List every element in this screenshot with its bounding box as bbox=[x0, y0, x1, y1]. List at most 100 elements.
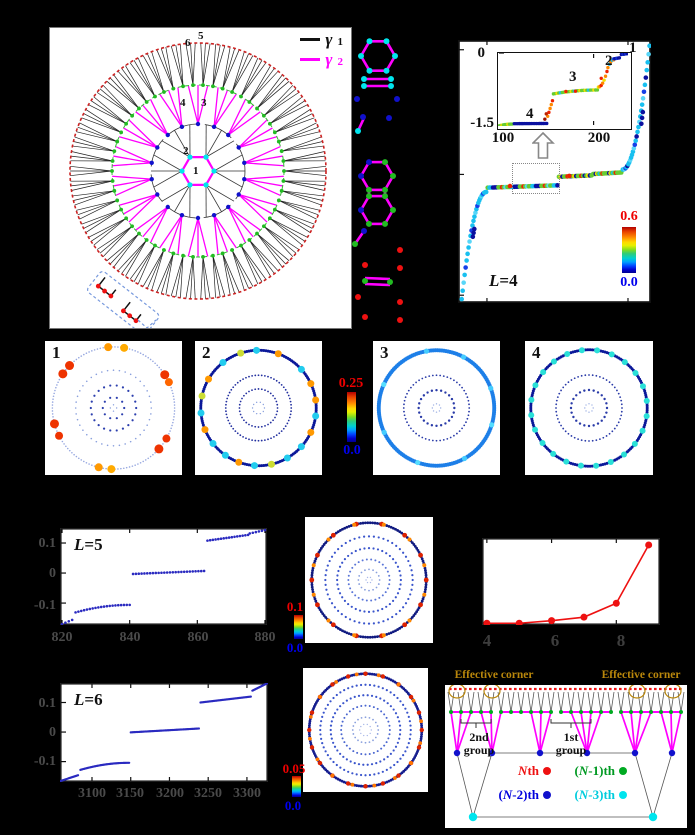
state-map-3-plot bbox=[376, 348, 497, 468]
inset-ytick-min: -1.5 bbox=[470, 115, 494, 131]
g-ytick-01: 0.1 bbox=[38, 696, 57, 711]
plateau-label-2: 2 bbox=[605, 53, 613, 69]
legend-N2th-dot bbox=[543, 790, 551, 799]
legend-Nth-dot bbox=[543, 766, 551, 775]
plateau-label-3: 3 bbox=[569, 69, 577, 85]
spectrum-inset bbox=[497, 52, 632, 130]
density-map-L6-plot bbox=[307, 671, 424, 789]
boundary-motifs bbox=[352, 38, 403, 323]
legend-N3th: (N-3)th bbox=[557, 788, 627, 801]
f-xtick-4: 4 bbox=[482, 631, 492, 650]
colorbar-e-min: 0.0 bbox=[286, 640, 304, 655]
legend-N3th-dot bbox=[619, 790, 627, 799]
stair-plot-L6 bbox=[60, 683, 268, 782]
density-map-L5-plot bbox=[309, 521, 429, 639]
group-2nd-label: 2nd group bbox=[457, 730, 501, 758]
group-1st-label: 1st group bbox=[547, 730, 595, 758]
effective-corner-label-right: Effective corner bbox=[601, 669, 681, 681]
state-map-4-label: 4 bbox=[532, 343, 541, 362]
ring-label-3: 3 bbox=[201, 97, 207, 109]
legend-N3th-text: (N-3)th bbox=[574, 787, 615, 802]
corner-schematic-drawing bbox=[447, 685, 685, 822]
d-xtick-840: 840 bbox=[119, 630, 141, 645]
legend-gamma2: γ 2 bbox=[300, 50, 343, 69]
zoom-region-box bbox=[512, 163, 560, 194]
f-xtick-6: 6 bbox=[550, 631, 560, 650]
legend-gamma1: γ 1 bbox=[300, 30, 343, 49]
legend-N2th: (N-2)th bbox=[475, 788, 551, 801]
state-map-3-label: 3 bbox=[380, 343, 389, 362]
ring-label-1: 1 bbox=[193, 165, 199, 177]
inset-xtick-100: 100 bbox=[491, 130, 515, 146]
corner-schematic: 2nd group 1st group Nth (N-1)th (N-2)th … bbox=[445, 685, 687, 828]
inset-ytick-0: 0 bbox=[477, 45, 486, 61]
state-map-1-label: 1 bbox=[52, 343, 61, 362]
ring-label-6: 6 bbox=[185, 37, 191, 49]
g-xtick-3300: 3300 bbox=[233, 786, 261, 801]
legend-Nth: Nth bbox=[495, 764, 551, 777]
f-xtick-8: 8 bbox=[616, 631, 626, 650]
state-map-1-plot bbox=[49, 343, 176, 474]
density-map-L6 bbox=[303, 668, 428, 792]
inset-xtick-200: 200 bbox=[587, 130, 611, 146]
plateau-label-4: 4 bbox=[526, 106, 534, 122]
group-1st-line2: group bbox=[555, 743, 587, 758]
g-xtick-3150: 3150 bbox=[116, 786, 144, 801]
legend-N1th: (N-1)th bbox=[557, 764, 627, 777]
state-map-2-label: 2 bbox=[202, 343, 211, 362]
size-label-L5: L=5 bbox=[74, 536, 103, 553]
colorbar-e-max: 0.1 bbox=[286, 599, 304, 614]
L5-value: =5 bbox=[84, 535, 103, 554]
ring-label-4: 4 bbox=[180, 97, 186, 109]
group-2nd-line2: group bbox=[463, 743, 495, 758]
ring-label-5: 5 bbox=[198, 30, 204, 42]
L4-italic: L bbox=[489, 271, 500, 290]
legend-N1th-dot bbox=[619, 766, 627, 775]
colorbar-h-max: 0.05 bbox=[282, 761, 306, 776]
g-xtick-3200: 3200 bbox=[156, 786, 184, 801]
state-map-4-plot bbox=[528, 347, 650, 469]
g-xtick-3250: 3250 bbox=[194, 786, 222, 801]
stair-plot-L5 bbox=[60, 528, 267, 625]
effective-corner-label-left: Effective corner bbox=[454, 669, 534, 681]
lattice-graph bbox=[69, 42, 327, 328]
L4-value: =4 bbox=[499, 271, 518, 290]
colorbar-c-max: 0.25 bbox=[338, 376, 364, 391]
colorbar-h-min: 0.0 bbox=[284, 798, 302, 813]
size-label-L4: L=4 bbox=[489, 272, 518, 289]
L6-value: =6 bbox=[84, 690, 103, 709]
size-label-L6: L=6 bbox=[74, 691, 103, 708]
gap-scaling-plot bbox=[482, 538, 660, 625]
g-ytick-0: 0 bbox=[49, 725, 56, 740]
state-map-2: 2 bbox=[195, 341, 322, 475]
colorbar-e bbox=[294, 615, 303, 639]
group-2nd-line1: 2nd bbox=[469, 730, 489, 744]
legend-N1th-text: (N-1)th bbox=[574, 763, 615, 778]
legend-N2th-text: (N-2)th bbox=[498, 787, 539, 802]
group-1st-line1: 1st bbox=[563, 730, 579, 744]
colorbar-c-min: 0.0 bbox=[343, 443, 361, 458]
lattice-legend: γ 1 γ 2 bbox=[300, 30, 343, 69]
ring-label-2: 2 bbox=[183, 145, 189, 157]
colorbar-b-max: 0.6 bbox=[620, 209, 638, 224]
panel-lattice: γ 1 γ 2 1 2 3 4 5 6 bbox=[49, 27, 352, 329]
state-map-3: 3 bbox=[373, 341, 500, 475]
zoom-arrow-icon bbox=[532, 132, 555, 159]
state-map-4: 4 bbox=[525, 341, 653, 475]
gamma2-label: γ bbox=[325, 50, 333, 69]
colorbar-b bbox=[622, 227, 636, 273]
d-xtick-860: 860 bbox=[187, 630, 209, 645]
L5-italic: L bbox=[74, 535, 85, 554]
d-ytick-01: 0.1 bbox=[38, 536, 57, 551]
gamma1-label: γ bbox=[325, 30, 333, 49]
plateau-label-1: 1 bbox=[629, 40, 637, 56]
d-xtick-880: 880 bbox=[254, 630, 276, 645]
d-ytick-m01: -0.1 bbox=[33, 598, 56, 613]
L6-italic: L bbox=[74, 690, 85, 709]
gamma1-sub: 1 bbox=[337, 36, 344, 48]
g-xtick-3100: 3100 bbox=[78, 786, 106, 801]
gamma1-line-swatch bbox=[300, 38, 321, 41]
colorbar-c bbox=[347, 392, 356, 442]
colorbar-h bbox=[292, 776, 301, 797]
